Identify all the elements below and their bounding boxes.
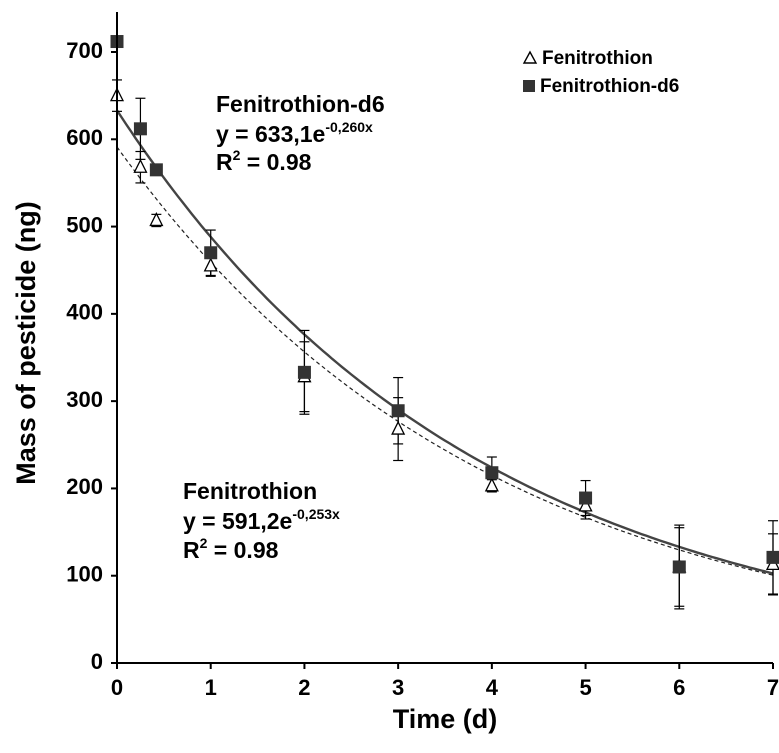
data-point-square — [133, 122, 147, 136]
equation-fenitrothion-title: Fenitrothion — [183, 478, 317, 504]
y-tick-label: 0 — [91, 649, 103, 674]
equation-fenitrothion-r2-value: = 0.98 — [207, 537, 278, 563]
equation-d6-exponent: -0,260x — [325, 119, 373, 135]
equation-fenitrothion-exponent: -0,253x — [292, 506, 340, 522]
data-point-square — [149, 163, 163, 177]
data-point-square — [766, 550, 779, 564]
x-tick-label: 5 — [579, 675, 591, 700]
y-tick-label: 400 — [66, 300, 103, 325]
y-tick-label: 300 — [66, 387, 103, 412]
y-tick-label: 600 — [66, 125, 103, 150]
fit-curve-1 — [115, 109, 774, 575]
fit-curve-0 — [116, 146, 774, 576]
x-tick-label: 0 — [111, 675, 123, 700]
y-tick-label: 500 — [66, 212, 103, 237]
data-point-square — [485, 466, 499, 480]
x-ticks: 0 1 2 3 4 5 6 7 — [111, 663, 779, 700]
data-point-triangle — [484, 477, 499, 492]
x-tick-label: 2 — [298, 675, 310, 700]
equation-fenitrothion-main: y = 591,2e — [183, 508, 292, 534]
legend-label-fenitrothion-d6: Fenitrothion-d6 — [540, 76, 679, 97]
equation-d6-formula: y = 633,1e-0,260x — [216, 119, 373, 147]
y-ticks: 0 100 200 300 400 500 600 700 — [66, 38, 117, 674]
data-point-square — [672, 560, 686, 574]
equation-d6-r2: R2 = 0.98 — [216, 147, 312, 175]
equation-d6-title: Fenitrothion-d6 — [216, 91, 385, 117]
equation-fenitrothion-r2: R2 = 0.98 — [183, 535, 279, 563]
legend: Fenitrothion Fenitrothion-d6 — [522, 48, 679, 97]
equation-fenitrothion-formula: y = 591,2e-0,253x — [183, 506, 340, 534]
data-point-triangle — [149, 212, 164, 227]
x-tick-label: 1 — [205, 675, 217, 700]
equation-d6-r-sup: 2 — [233, 147, 241, 163]
x-tick-label: 6 — [673, 675, 685, 700]
y-axis-title: Mass of pesticide (ng) — [11, 201, 41, 485]
equation-d6-r: R — [216, 149, 233, 175]
data-point-triangle — [133, 158, 148, 173]
legend-square-icon — [523, 80, 535, 92]
y-tick-label: 200 — [66, 474, 103, 499]
equation-fenitrothion: Fenitrothion y = 591,2e-0,253x R2 = 0.98 — [183, 478, 340, 563]
data-point-square — [297, 365, 311, 379]
data-point-square — [579, 491, 593, 505]
equation-d6-r2-value: = 0.98 — [240, 149, 311, 175]
data-point-square — [391, 404, 405, 418]
x-tick-label: 7 — [767, 675, 779, 700]
x-tick-label: 3 — [392, 675, 404, 700]
legend-label-fenitrothion: Fenitrothion — [542, 48, 653, 69]
x-tick-label: 4 — [486, 675, 499, 700]
data-point-triangle — [578, 497, 593, 512]
legend-triangle-icon — [522, 50, 538, 64]
data-markers — [109, 35, 779, 574]
equation-fenitrothion-r-sup: 2 — [200, 535, 208, 551]
y-tick-label: 100 — [66, 562, 103, 587]
data-point-square — [204, 246, 218, 260]
equation-fenitrothion-r: R — [183, 537, 200, 563]
equation-d6: Fenitrothion-d6 y = 633,1e-0,260x R2 = 0… — [216, 91, 385, 175]
x-axis-title: Time (d) — [393, 704, 498, 734]
y-tick-label: 700 — [66, 38, 103, 63]
data-point-triangle — [391, 420, 406, 435]
data-point-triangle — [203, 257, 218, 272]
fit-curves — [115, 109, 774, 576]
equation-d6-main: y = 633,1e — [216, 121, 325, 147]
